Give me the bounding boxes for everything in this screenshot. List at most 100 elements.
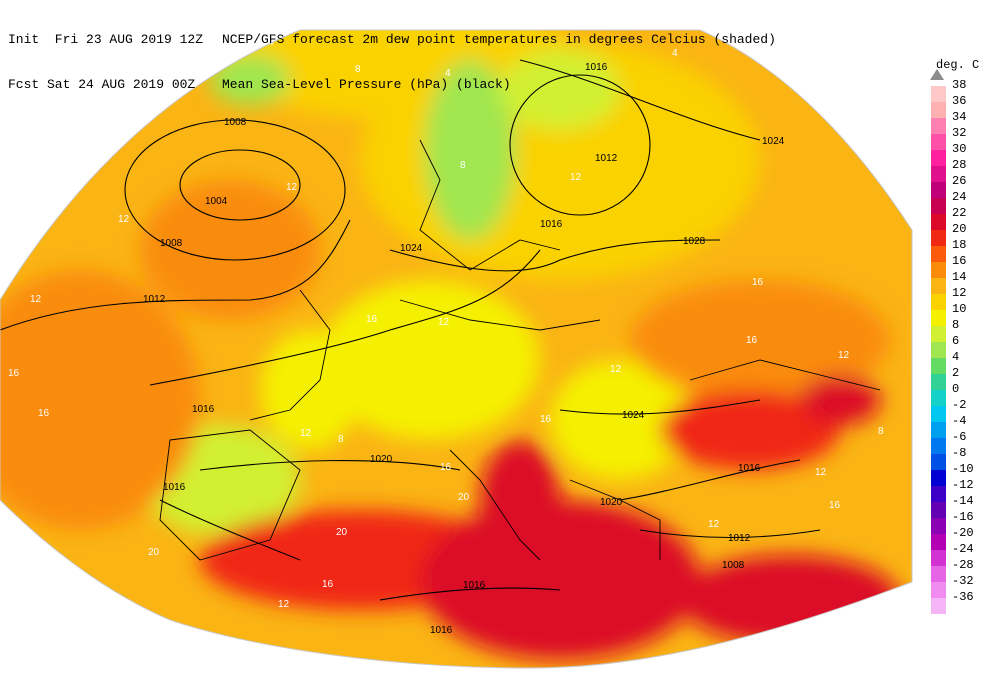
- legend-swatch: [931, 534, 946, 550]
- dewpoint-label: 20: [336, 527, 348, 538]
- map-title: NCEP/GFS forecast 2m dew point temperatu…: [222, 2, 776, 107]
- legend-swatch: [931, 470, 946, 486]
- legend-label: 34: [952, 110, 967, 124]
- legend-label: 20: [952, 222, 967, 236]
- legend-label: 32: [952, 126, 967, 140]
- legend-swatch: [931, 374, 946, 390]
- legend-swatch: [931, 566, 946, 582]
- legend-label: -24: [952, 542, 974, 556]
- legend-label: -10: [952, 462, 974, 476]
- legend-label: -32: [952, 574, 974, 588]
- dewpoint-label: 8: [878, 426, 884, 437]
- isobar-label: 1008: [224, 117, 247, 128]
- dewpoint-label: 12: [708, 519, 720, 530]
- legend-label: -6: [952, 430, 967, 444]
- dewpoint-label: 12: [286, 182, 298, 193]
- legend-label: -36: [952, 590, 974, 604]
- legend-swatch: [931, 518, 946, 534]
- legend-label: -28: [952, 558, 974, 572]
- legend-label: -8: [952, 446, 967, 460]
- title-line-1: NCEP/GFS forecast 2m dew point temperatu…: [222, 32, 776, 47]
- isobars: [0, 59, 821, 601]
- legend-swatch: [931, 598, 946, 614]
- legend-label: 6: [952, 334, 960, 348]
- legend-swatch: [931, 502, 946, 518]
- legend-label: -20: [952, 526, 974, 540]
- legend-swatch: [931, 198, 946, 214]
- dewpoint-label: 16: [38, 408, 50, 419]
- legend-swatch: [931, 342, 946, 358]
- legend-swatch: [931, 230, 946, 246]
- dewpoint-label: 16: [322, 579, 334, 590]
- legend-swatch: [931, 438, 946, 454]
- dewpoint-label: 12: [570, 172, 582, 183]
- legend-label: 30: [952, 142, 967, 156]
- legend-label: 22: [952, 206, 967, 220]
- legend-swatch: [931, 550, 946, 566]
- isobar-label: 1024: [762, 136, 785, 147]
- isobar-label: 1012: [143, 294, 166, 305]
- dewpoint-label: 16: [8, 368, 20, 379]
- dewpoint-label: 8: [338, 434, 344, 445]
- isobar-label: 1016: [585, 62, 608, 73]
- legend-swatch: [931, 166, 946, 182]
- legend-label: 14: [952, 270, 967, 284]
- legend-swatch: [931, 486, 946, 502]
- dewpoint-label: 16: [366, 314, 378, 325]
- legend-swatch: [931, 278, 946, 294]
- dewpoint-label: 12: [815, 467, 827, 478]
- isobar-label: 1016: [540, 219, 563, 230]
- legend-swatch: [931, 310, 946, 326]
- isobar-label: 1020: [600, 497, 623, 508]
- dewpoint-label: 12: [610, 364, 622, 375]
- legend-title: deg. C: [936, 58, 980, 72]
- dewpoint-label: 16: [440, 462, 452, 473]
- legend-swatch: [931, 358, 946, 374]
- isobar-labels: 1008 1004 1008 1012 1016 1016 1012 1024 …: [143, 62, 785, 636]
- legend-overflow-arrow: [930, 69, 944, 80]
- legend-label: -4: [952, 414, 967, 428]
- isobar-label: 1028: [683, 236, 706, 247]
- legend-label: 24: [952, 190, 967, 204]
- dewpoint-label: 16: [829, 500, 841, 511]
- legend-label: -12: [952, 478, 974, 492]
- init-time: Init Fri 23 AUG 2019 12Z: [8, 32, 204, 47]
- legend-label: 18: [952, 238, 967, 252]
- dewpoint-label: 12: [118, 214, 130, 225]
- legend-label: 26: [952, 174, 967, 188]
- legend-swatch: [931, 182, 946, 198]
- isobar-label: 1024: [400, 243, 423, 254]
- isobar-label: 1020: [370, 454, 393, 465]
- legend-swatch: [931, 214, 946, 230]
- legend-swatch: [931, 118, 946, 134]
- legend-swatch: [931, 246, 946, 262]
- isobar-label: 1024: [622, 410, 645, 421]
- legend-swatch: [931, 454, 946, 470]
- title-line-2: Mean Sea-Level Pressure (hPa) (black): [222, 77, 511, 92]
- dewpoint-label: 20: [148, 547, 160, 558]
- dewpoint-label: 4: [445, 68, 451, 79]
- isobar-label: 1012: [728, 533, 751, 544]
- legend-swatch: [931, 86, 946, 102]
- legend-label: 0: [952, 382, 960, 396]
- legend-swatch: [931, 262, 946, 278]
- legend-swatch: [931, 390, 946, 406]
- dewpoint-label: 12: [300, 428, 312, 439]
- isobar-label: 1012: [595, 153, 618, 164]
- run-times: Init Fri 23 AUG 2019 12Z Fcst Sat 24 AUG…: [8, 2, 203, 107]
- dewpoint-label: 8: [460, 160, 466, 171]
- forecast-time: Fcst Sat 24 AUG 2019 00Z: [8, 77, 196, 92]
- legend-swatch: [931, 134, 946, 150]
- isobar-label: 1016: [463, 580, 486, 591]
- legend-label: 4: [952, 350, 960, 364]
- legend-swatch: [931, 150, 946, 166]
- legend-swatch: [931, 422, 946, 438]
- dewpoint-label: 8: [355, 64, 361, 75]
- dewpoint-label: 12: [838, 350, 850, 361]
- legend-label: 10: [952, 302, 967, 316]
- isobar-label: 1004: [205, 196, 228, 207]
- legend-label: 2: [952, 366, 960, 380]
- legend-label: -14: [952, 494, 974, 508]
